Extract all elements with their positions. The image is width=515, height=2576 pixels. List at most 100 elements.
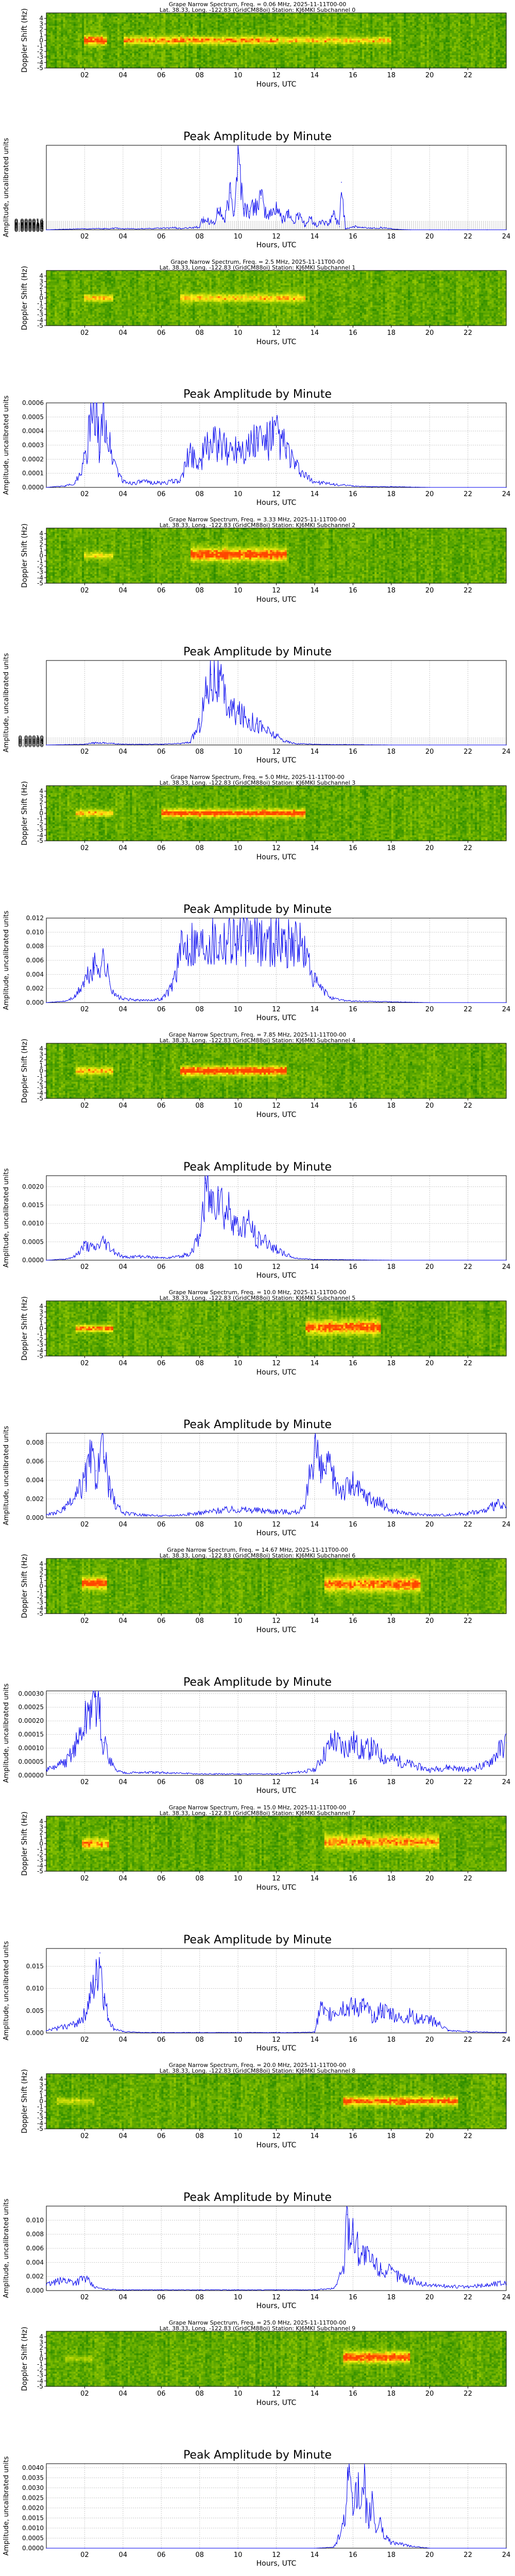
heatmap-cell (279, 26, 281, 28)
heatmap-cell (115, 35, 118, 37)
heatmap-cell (122, 53, 124, 55)
heatmap-cell (103, 26, 106, 28)
heatmap-cell (285, 22, 287, 24)
heatmap-cell (253, 59, 256, 61)
heatmap-cell (113, 39, 116, 41)
heatmap-cell (84, 61, 87, 63)
heatmap-cell (312, 16, 315, 19)
heatmap-cell (96, 29, 99, 31)
heatmap-cell (134, 52, 136, 54)
heatmap-cell (368, 39, 371, 41)
heatmap-cell (218, 26, 220, 28)
heatmap-cell (333, 19, 335, 21)
heatmap-cell (295, 59, 298, 61)
heatmap-cell (59, 16, 61, 19)
heatmap-cell (368, 31, 371, 33)
heatmap-cell (333, 24, 335, 26)
heatmap-cell (364, 44, 367, 46)
heatmap-cell (352, 39, 354, 41)
heatmap-cell (264, 39, 266, 41)
heatmap-cell (314, 16, 317, 19)
heatmap-cell (205, 55, 208, 57)
heatmap-cell (155, 37, 158, 39)
heatmap-cell (145, 37, 147, 39)
heatmap-cell (376, 48, 379, 50)
heatmap-cell (368, 42, 371, 44)
heatmap-cell (360, 44, 363, 46)
heatmap-cell (249, 41, 252, 43)
heatmap-cell (222, 61, 225, 63)
heatmap-cell (376, 52, 379, 54)
heatmap-cell (236, 49, 239, 52)
heatmap-cell (141, 39, 143, 41)
heatmap-cell (55, 52, 57, 54)
heatmap-cell (318, 46, 321, 48)
heatmap-cell (96, 61, 99, 63)
heatmap-cell (295, 22, 298, 24)
heatmap-cell (232, 44, 235, 46)
heatmap-cell (370, 61, 373, 63)
heatmap-cell (337, 64, 339, 66)
heatmap-cell (393, 28, 396, 30)
heatmap-cell (210, 44, 212, 46)
heatmap-cell (374, 53, 377, 55)
heatmap-cell (201, 57, 203, 59)
heatmap-cell (372, 49, 375, 52)
heatmap-cell (389, 22, 392, 24)
heatmap-cell (307, 20, 310, 22)
heatmap-cell (126, 26, 128, 28)
heatmap-cell (86, 44, 89, 46)
heatmap-cell (253, 41, 256, 43)
heatmap-cell (176, 41, 179, 43)
heatmap-cell (61, 31, 63, 33)
heatmap-cell (113, 15, 116, 17)
heatmap-cell (270, 33, 272, 35)
heatmap-cell (82, 55, 84, 57)
heatmap-cell (172, 26, 175, 28)
heatmap-cell (327, 35, 329, 37)
heatmap-cell (195, 46, 197, 48)
heatmap-cell (141, 61, 143, 63)
heatmap-cell (155, 55, 158, 57)
heatmap-cell (331, 31, 333, 33)
heatmap-cell (186, 53, 189, 55)
heatmap-cell (295, 26, 298, 28)
heatmap-cell (199, 44, 201, 46)
heatmap-cell (238, 19, 241, 21)
heatmap-cell (161, 39, 164, 41)
heatmap-cell (360, 33, 363, 35)
heatmap-cell (76, 19, 78, 21)
heatmap-cell (352, 15, 354, 17)
heatmap-cell (74, 15, 76, 17)
heatmap-cell (178, 52, 181, 54)
heatmap-cell (368, 53, 371, 55)
heatmap-cell (101, 35, 104, 37)
heatmap-cell (307, 62, 310, 64)
heatmap-cell (360, 22, 363, 24)
heatmap-cell (180, 46, 183, 48)
heatmap-cell (46, 33, 49, 35)
heatmap-cell (348, 19, 350, 21)
heatmap-cell (153, 64, 156, 66)
heatmap-cell (117, 55, 120, 57)
heatmap-cell (55, 49, 57, 52)
heatmap-cell (163, 61, 166, 63)
heatmap-cell (186, 37, 189, 39)
heatmap-cell (165, 31, 168, 33)
heatmap-cell (57, 42, 59, 44)
heatmap-cell (53, 44, 55, 46)
heatmap-cell (251, 53, 254, 55)
heatmap-cell (339, 29, 341, 31)
heatmap-cell (96, 41, 99, 43)
heatmap-cell (270, 42, 272, 44)
heatmap-cell (335, 59, 337, 61)
heatmap-cell (149, 41, 151, 43)
heatmap-cell (132, 41, 134, 43)
heatmap-cell (55, 35, 57, 37)
heatmap-cell (230, 42, 233, 44)
heatmap-cell (59, 37, 61, 39)
heatmap-cell (188, 24, 191, 26)
heatmap-cell (94, 57, 97, 59)
heatmap-cell (180, 39, 183, 41)
heatmap-cell (348, 44, 350, 46)
